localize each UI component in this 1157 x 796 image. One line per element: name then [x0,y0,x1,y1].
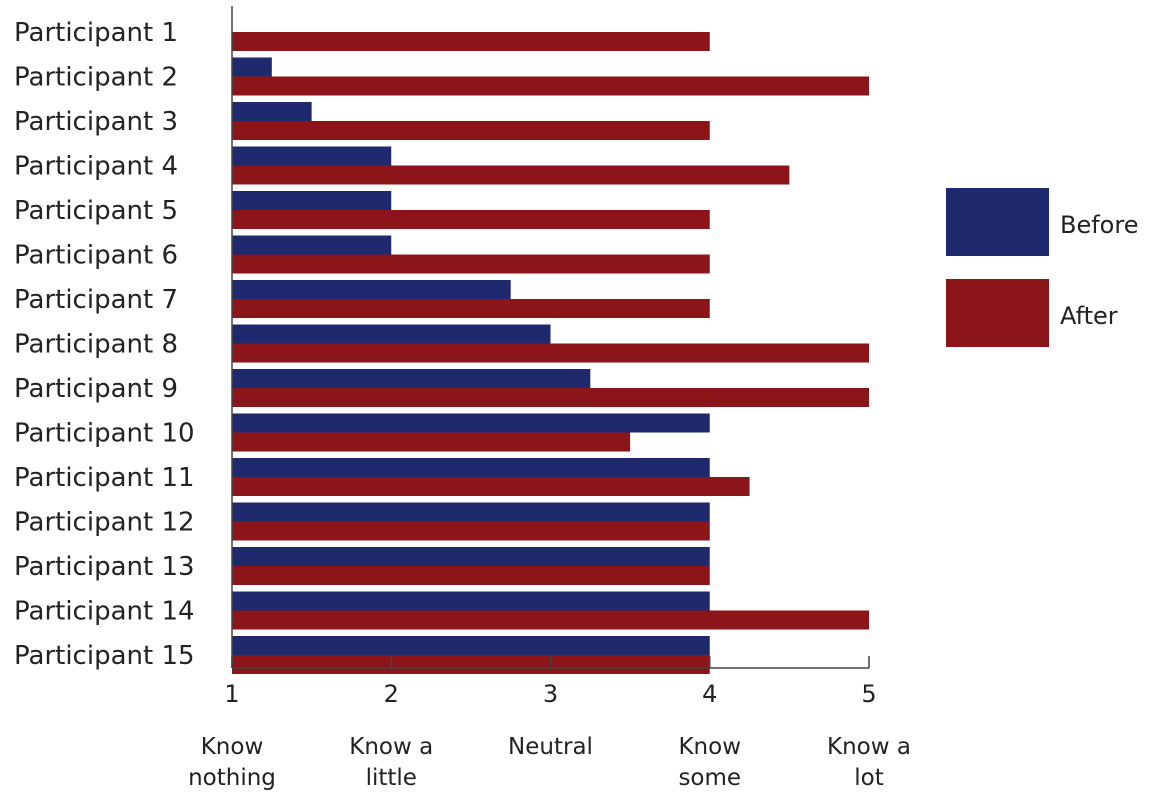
bar-after-9 [232,388,869,407]
category-label-4: Participant 4 [14,152,178,182]
x-tick-label-1: 1 [224,680,239,708]
category-label-2: Participant 2 [14,63,178,93]
legend-swatch-before [946,188,1049,256]
bar-before-6 [232,235,392,255]
bar-after-14 [232,610,869,630]
x-tick-description-2-line-2: little [366,765,417,791]
bar-after-8 [232,343,869,363]
x-axis: 1 Know nothing 2 Know a little 3 Neutral 4 Know so… [188,6,911,791]
legend: Before After [946,188,1138,347]
x-tick-description-4-line-2: some [678,765,741,791]
legend-swatch-after [946,279,1049,347]
bar-before-14 [232,591,710,611]
bar-after-5 [232,210,710,229]
x-tick-label-4: 4 [702,680,717,708]
category-label-12: Participant 12 [14,508,195,538]
category-label-11: Participant 11 [14,463,195,493]
bar-before-9 [232,369,591,388]
category-label-8: Participant 8 [14,330,178,360]
x-tick-description-1-line-1: Know [201,734,264,760]
bar-after-12 [232,521,710,541]
bar-before-4 [232,146,392,166]
bar-before-10 [232,413,710,433]
category-label-3: Participant 3 [14,107,178,137]
category-label-7: Participant 7 [14,285,178,315]
bar-before-12 [232,502,710,522]
bar-after-15 [232,655,710,674]
bar-after-6 [232,254,710,274]
bar-before-3 [232,102,312,121]
category-labels: Participant 1 Participant 2 Participant 3 P… [14,18,195,671]
bar-after-1 [232,32,710,51]
x-tick-description-5-line-1: Know a [827,734,911,760]
x-tick-description-1-line-2: nothing [188,765,276,791]
bar-after-13 [232,566,710,585]
bar-before-15 [232,636,710,655]
bar-after-2 [232,76,869,96]
bar-before-7 [232,280,511,299]
x-tick-description-3-line-1: Neutral [508,734,593,760]
category-label-5: Participant 5 [14,196,178,226]
category-label-1: Participant 1 [14,18,178,48]
bar-before-2 [232,57,272,77]
x-tick-label-5: 5 [861,680,876,708]
legend-label-after: After [1060,302,1118,330]
bar-before-13 [232,547,710,566]
bar-after-4 [232,165,790,185]
x-tick-description-5-line-2: lot [854,765,883,791]
bar-after-10 [232,432,631,452]
category-label-6: Participant 6 [14,241,178,271]
bar-before-5 [232,191,392,210]
x-tick-label-3: 3 [543,680,558,708]
bar-after-3 [232,121,710,140]
bar-after-11 [232,477,750,496]
legend-label-before: Before [1060,211,1138,239]
bar-after-7 [232,299,710,318]
bar-before-11 [232,458,710,477]
category-label-14: Participant 14 [14,597,195,627]
x-tick-description-2-line-1: Know a [349,734,433,760]
category-label-13: Participant 13 [14,552,195,582]
category-label-9: Participant 9 [14,374,178,404]
category-label-15: Participant 15 [14,641,195,671]
x-tick-description-4-line-1: Know [678,734,741,760]
x-tick-label-2: 2 [384,680,399,708]
bar-before-8 [232,324,551,344]
bars-layer [232,32,869,674]
category-label-10: Participant 10 [14,419,195,449]
